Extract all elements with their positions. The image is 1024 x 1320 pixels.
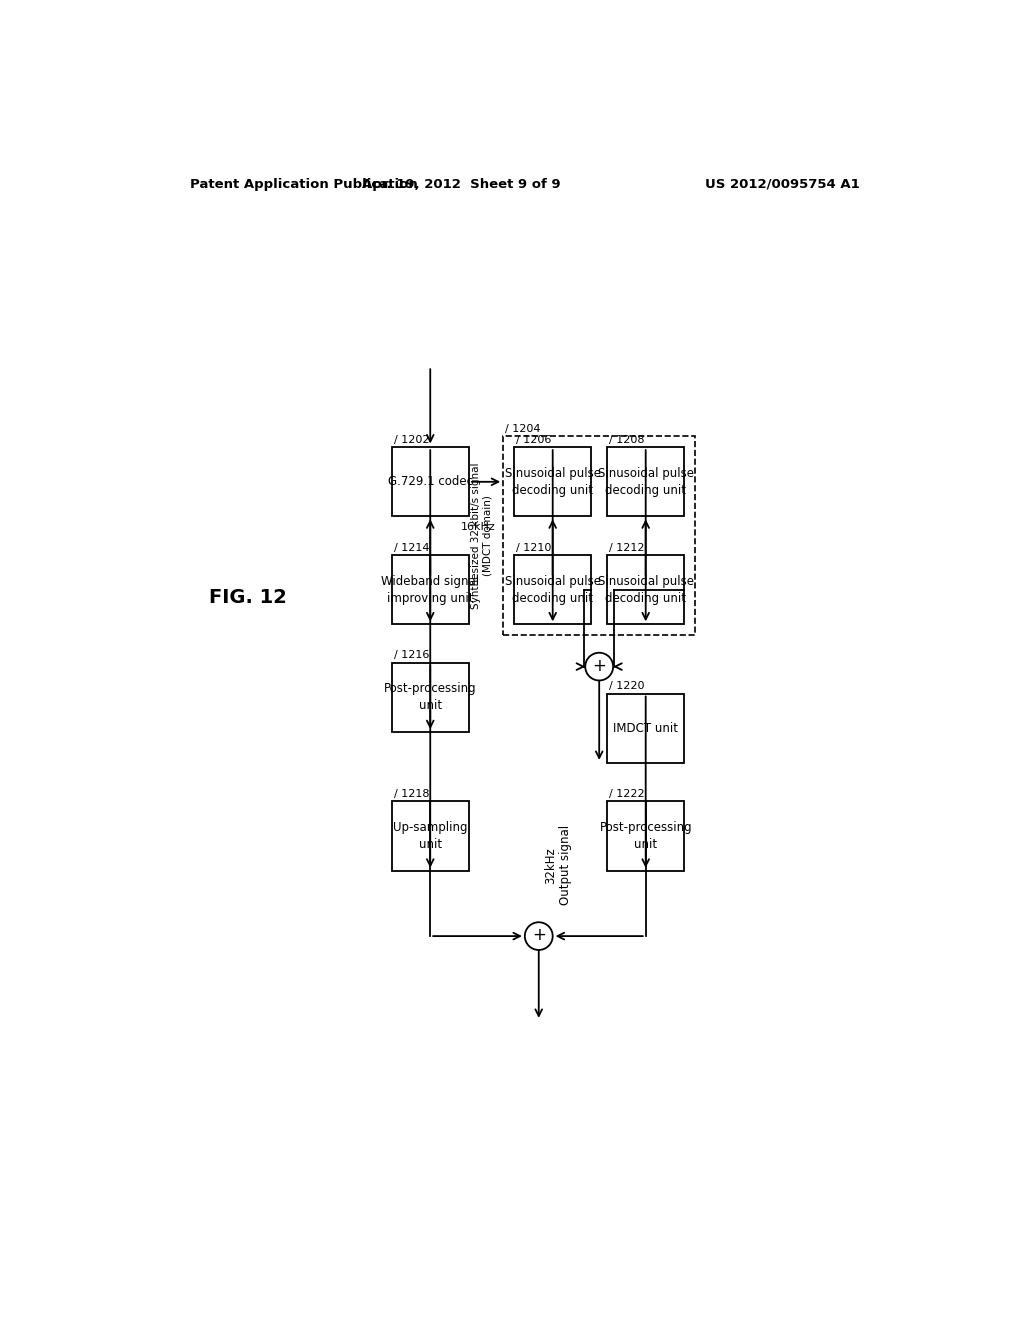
Text: Apr. 19, 2012  Sheet 9 of 9: Apr. 19, 2012 Sheet 9 of 9 (361, 178, 560, 190)
Text: US 2012/0095754 A1: US 2012/0095754 A1 (705, 178, 859, 190)
Text: 16kHz: 16kHz (461, 521, 496, 532)
Text: +: + (592, 657, 606, 675)
Bar (607, 447, 684, 516)
Text: ∕ 1212: ∕ 1212 (609, 543, 645, 553)
Text: Post-processing
unit: Post-processing unit (599, 821, 692, 851)
Circle shape (586, 653, 613, 681)
Bar (514, 447, 592, 516)
Bar (391, 447, 469, 516)
Text: Sinusoidal pulse
decoding unit: Sinusoidal pulse decoding unit (505, 467, 601, 496)
Text: Sinusoidal pulse
decoding unit: Sinusoidal pulse decoding unit (505, 574, 601, 605)
Text: Patent Application Publication: Patent Application Publication (190, 178, 418, 190)
Text: Sinusoidal pulse
decoding unit: Sinusoidal pulse decoding unit (598, 574, 693, 605)
Bar (607, 554, 684, 624)
Text: Sinusoidal pulse
decoding unit: Sinusoidal pulse decoding unit (598, 467, 693, 496)
Text: ∕ 1222: ∕ 1222 (609, 789, 645, 799)
Bar (391, 801, 469, 871)
Text: ∕ 1206: ∕ 1206 (516, 434, 552, 445)
Text: ∕ 1210: ∕ 1210 (516, 543, 552, 553)
Text: Synthesized 32 kbit/s signal
(MDCT domain): Synthesized 32 kbit/s signal (MDCT domai… (471, 462, 493, 609)
Bar (607, 693, 684, 763)
Text: ∕ 1220: ∕ 1220 (609, 681, 645, 692)
Text: ∕ 1216: ∕ 1216 (394, 651, 429, 660)
Bar (607, 801, 684, 871)
Text: ∕ 1218: ∕ 1218 (394, 789, 429, 799)
Bar (391, 663, 469, 733)
Text: +: + (531, 927, 546, 944)
Text: Post-processing
unit: Post-processing unit (384, 682, 476, 713)
Text: Up-sampling
unit: Up-sampling unit (393, 821, 468, 851)
Text: 32kHz
Output signal: 32kHz Output signal (544, 825, 572, 906)
Text: ∕ 1208: ∕ 1208 (609, 434, 645, 445)
Text: ∕ 1202: ∕ 1202 (394, 434, 429, 445)
Bar (391, 554, 469, 624)
Text: IMDCT unit: IMDCT unit (613, 722, 678, 735)
Text: FIG. 12: FIG. 12 (209, 587, 288, 607)
Circle shape (524, 923, 553, 950)
Bar (514, 554, 592, 624)
Text: ∕ 1204: ∕ 1204 (506, 424, 541, 434)
Text: G.729.1 codec: G.729.1 codec (388, 475, 473, 488)
Text: Wideband signal
improving unit: Wideband signal improving unit (381, 574, 479, 605)
Bar (503, 437, 695, 635)
Text: ∕ 1214: ∕ 1214 (394, 543, 429, 553)
